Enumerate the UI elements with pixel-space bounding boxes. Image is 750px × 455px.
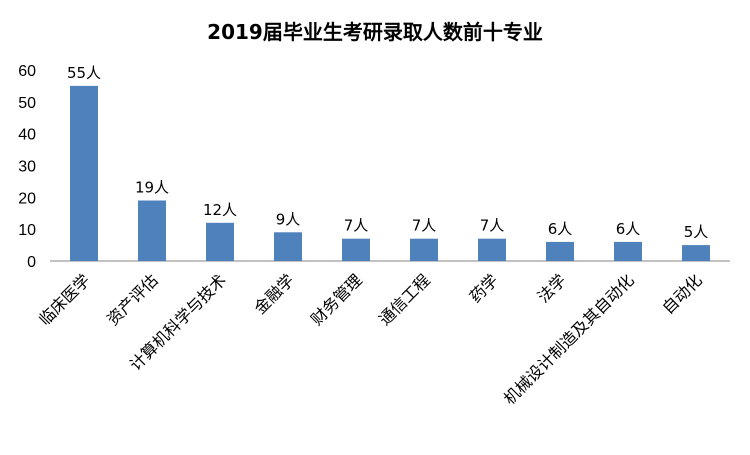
- bar: [410, 238, 438, 261]
- bar: [342, 238, 370, 261]
- chart-title: 2019届毕业生考研录取人数前十专业: [207, 20, 543, 44]
- category-label: 法学: [534, 270, 570, 306]
- bars-group: [70, 85, 710, 262]
- y-tick-label: 20: [18, 190, 36, 207]
- bar: [614, 241, 642, 261]
- data-label: 6人: [548, 220, 573, 238]
- data-label: 6人: [616, 220, 641, 238]
- bar: [478, 238, 506, 261]
- data-label: 9人: [276, 210, 301, 228]
- bar: [274, 232, 302, 261]
- bar: [70, 85, 98, 262]
- y-tick-label: 0: [27, 254, 36, 271]
- y-tick-label: 10: [18, 222, 36, 239]
- category-label: 金融学: [250, 270, 297, 317]
- data-label: 19人: [135, 179, 169, 197]
- category-label: 资产评估: [103, 270, 162, 329]
- bar: [138, 200, 166, 261]
- data-label: 12人: [203, 201, 237, 219]
- data-label: 7人: [344, 217, 369, 235]
- bar: [206, 222, 234, 261]
- data-labels-group: 55人 19人 12人 9人 7人 7人 7人 6人 6人 5人: [67, 64, 708, 241]
- bar: [546, 241, 574, 261]
- data-label: 5人: [684, 223, 709, 241]
- y-tick-label: 30: [18, 159, 36, 176]
- bar: [682, 245, 710, 261]
- axes: 0 10 20 30 40 50 60: [18, 63, 730, 271]
- data-label: 55人: [67, 64, 101, 82]
- category-label: 通信工程: [375, 270, 434, 329]
- data-label: 7人: [480, 217, 505, 235]
- category-label: 临床医学: [35, 270, 94, 329]
- category-label: 财务管理: [307, 270, 366, 329]
- category-label: 自动化: [658, 270, 705, 317]
- category-label: 药学: [466, 270, 502, 306]
- category-label: 机械设计制造及其自动化: [500, 270, 638, 408]
- y-tick-label: 40: [18, 127, 36, 144]
- data-label: 7人: [412, 217, 437, 235]
- y-tick-label: 50: [18, 95, 36, 112]
- y-tick-label: 60: [18, 63, 36, 80]
